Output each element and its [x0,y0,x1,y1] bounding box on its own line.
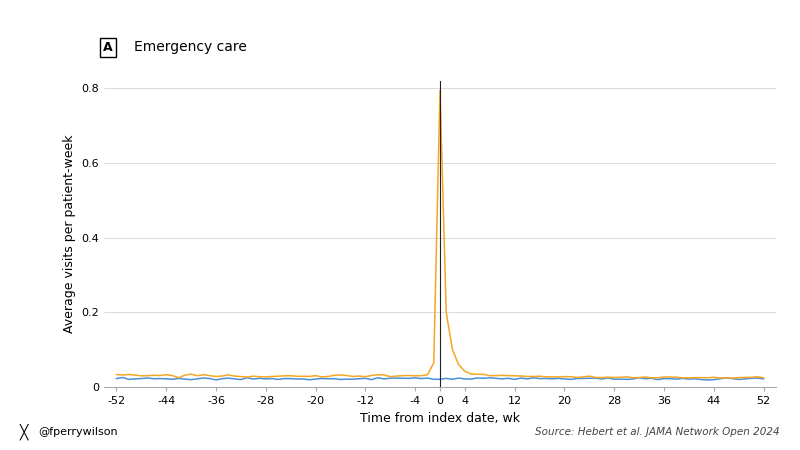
Text: Emergency care: Emergency care [134,40,247,54]
Text: Source: Hebert et al. JAMA Network Open 2024: Source: Hebert et al. JAMA Network Open … [535,427,780,437]
Y-axis label: Average visits per patient-week: Average visits per patient-week [63,135,76,333]
X-axis label: Time from index date, wk: Time from index date, wk [360,412,520,425]
Text: A: A [103,41,113,54]
Text: ╳: ╳ [20,424,28,440]
Text: @fperrywilson: @fperrywilson [38,427,118,437]
